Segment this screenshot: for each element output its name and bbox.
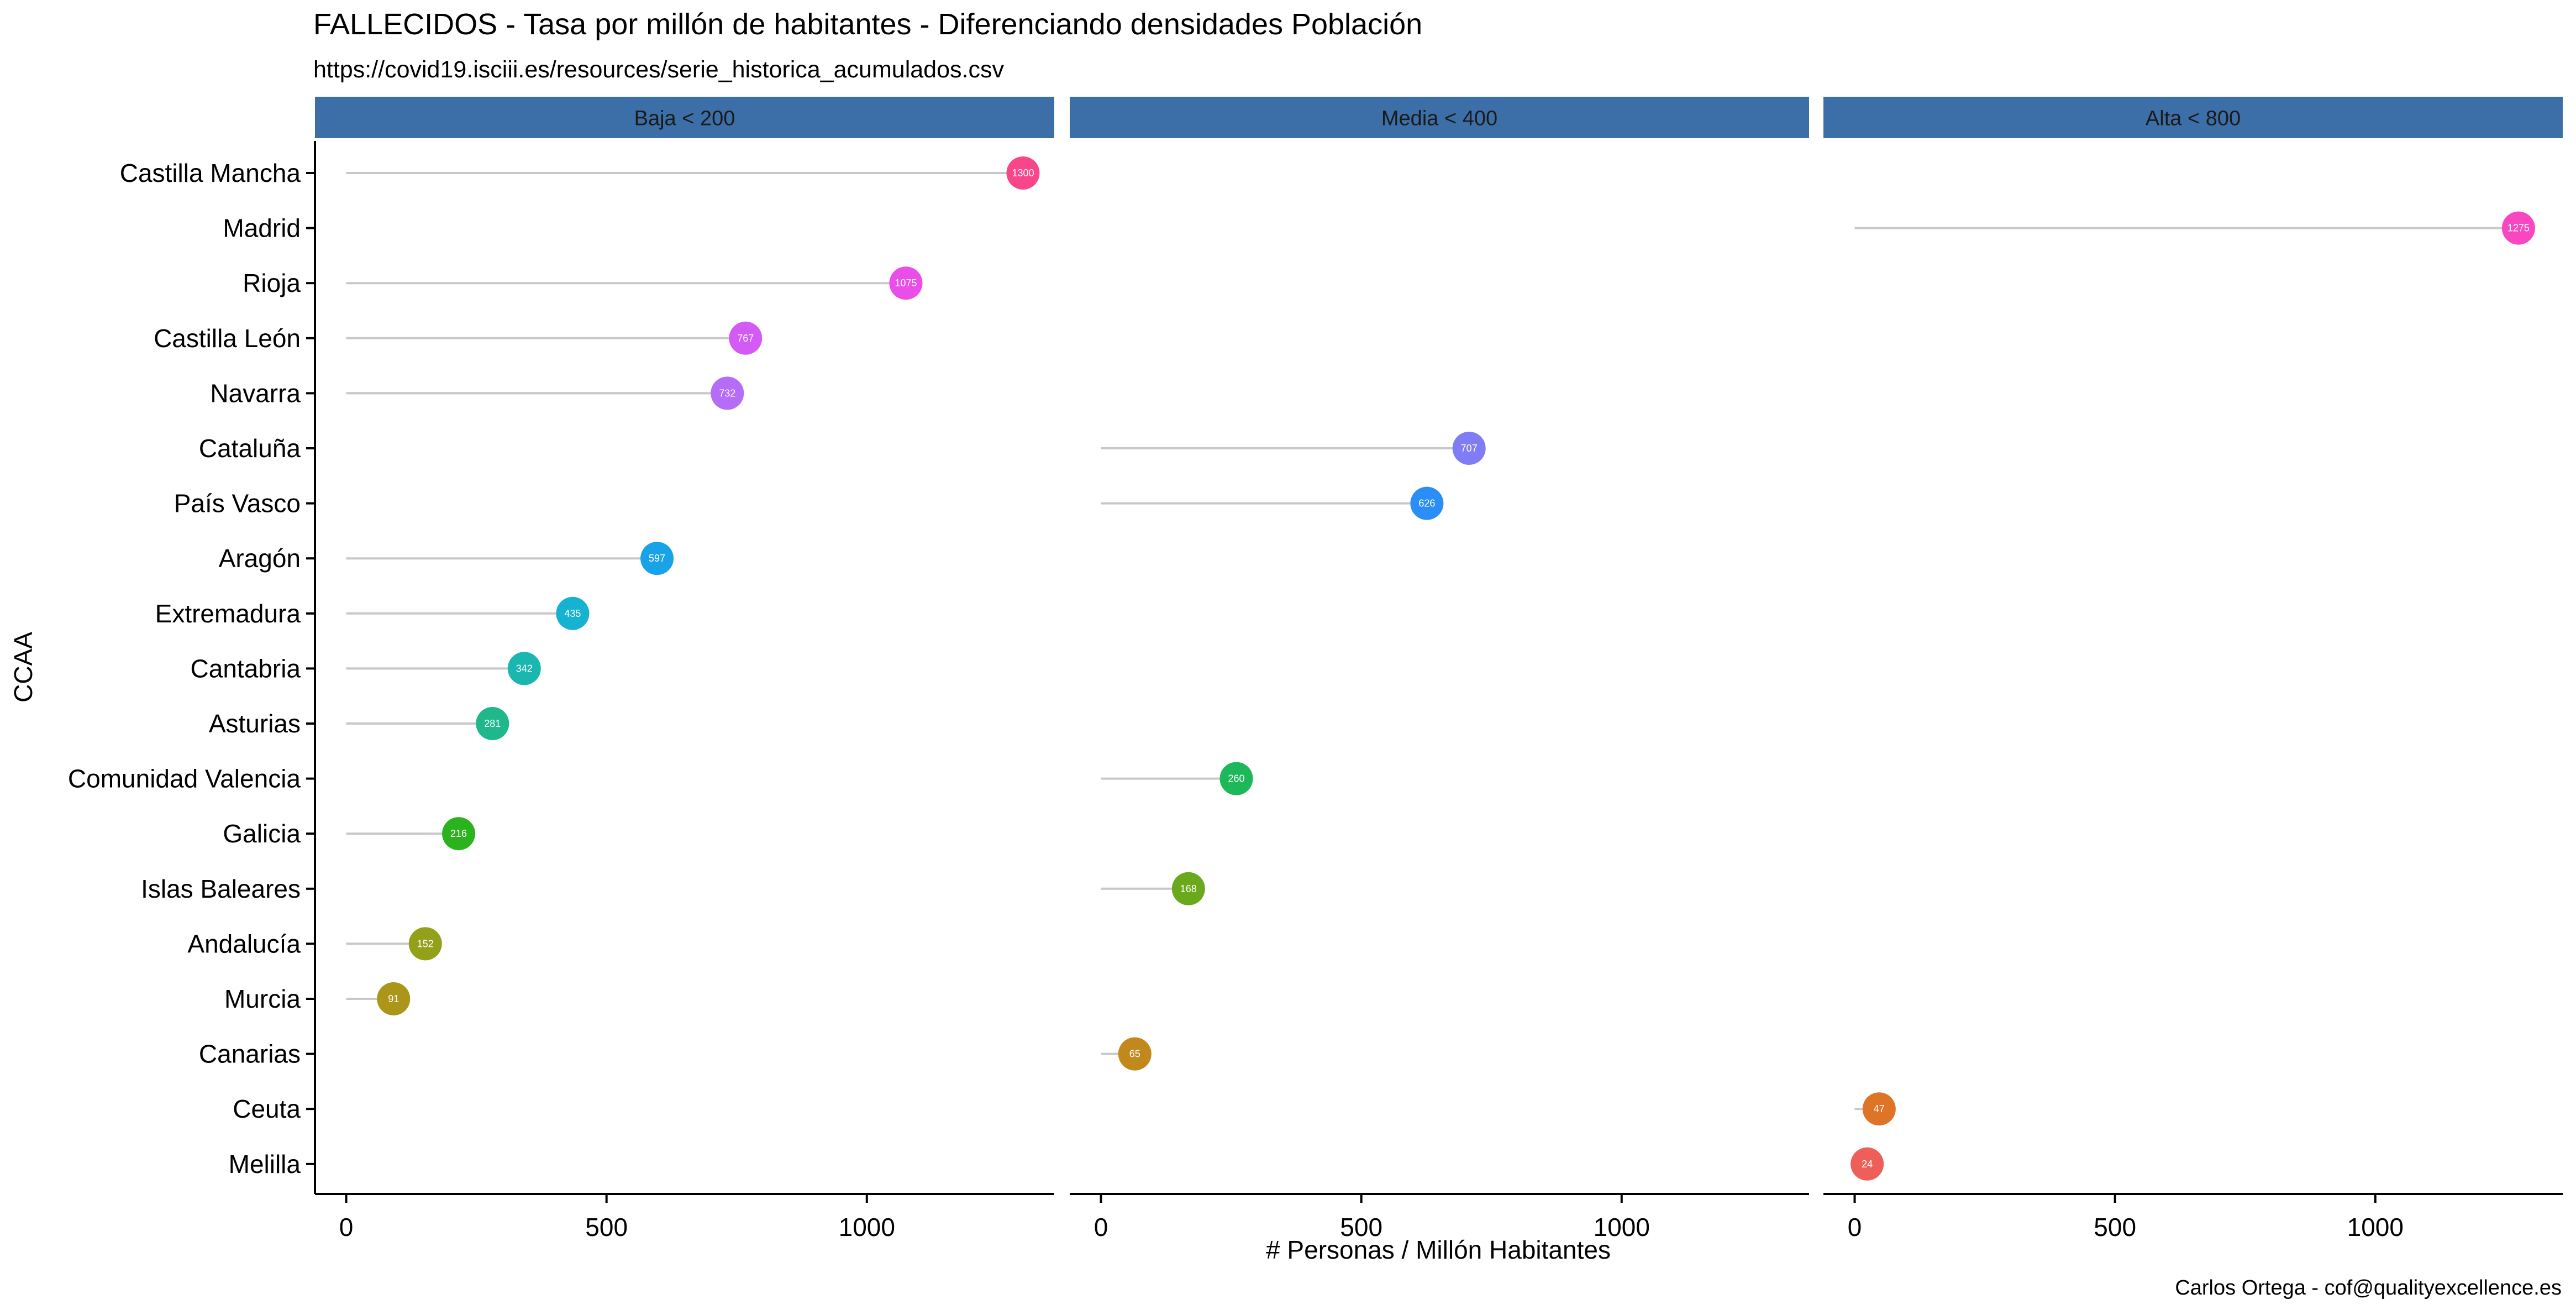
facet-strip-label: Alta < 800 xyxy=(2146,107,2241,130)
data-point xyxy=(711,376,744,410)
data-label: 216 xyxy=(450,828,467,839)
data-point xyxy=(1006,156,1040,190)
data-label: 435 xyxy=(564,608,581,619)
y-tick-label: Rioja xyxy=(243,269,301,297)
y-tick-label: Asturias xyxy=(209,709,301,738)
data-label: 597 xyxy=(649,553,665,564)
data-point xyxy=(507,652,541,685)
y-tick-label: Murcia xyxy=(224,984,301,1013)
facet-strip xyxy=(1823,97,2563,138)
data-label: 1075 xyxy=(895,277,917,289)
data-label: 732 xyxy=(719,387,735,399)
x-axis-title: # Personas / Millón Habitantes xyxy=(1266,1235,1611,1264)
y-tick-label: Comunidad Valencia xyxy=(68,764,301,793)
data-point xyxy=(640,542,674,575)
x-tick-label: 0 xyxy=(1094,1213,1108,1241)
data-label: 65 xyxy=(1129,1049,1140,1060)
y-tick-label: Cataluña xyxy=(199,434,301,463)
data-label: 24 xyxy=(1862,1159,1873,1170)
y-axis-title: CCAA xyxy=(9,632,38,703)
data-label: 767 xyxy=(737,333,754,344)
y-tick-label: Ceuta xyxy=(233,1094,301,1123)
data-label: 1300 xyxy=(1012,167,1034,179)
data-point xyxy=(1118,1037,1152,1071)
data-label: 1275 xyxy=(2507,223,2530,234)
x-tick-label: 1000 xyxy=(1594,1213,1650,1241)
data-label: 342 xyxy=(516,663,533,674)
y-tick-label: Melilla xyxy=(229,1150,301,1178)
y-tick-label: Castilla León xyxy=(154,324,301,353)
y-tick-label: Canarias xyxy=(199,1040,301,1068)
facet-strip xyxy=(315,97,1054,138)
y-tick-label: Madrid xyxy=(223,214,301,243)
data-label: 626 xyxy=(1418,498,1435,509)
data-point xyxy=(1850,1147,1884,1181)
y-tick-label: País Vasco xyxy=(174,489,301,518)
data-label: 91 xyxy=(388,993,399,1004)
facet-strip xyxy=(1070,97,1809,138)
x-tick-label: 500 xyxy=(1340,1213,1382,1241)
data-point xyxy=(1410,486,1444,520)
y-tick-label: Navarra xyxy=(210,379,301,407)
data-label: 281 xyxy=(484,718,501,729)
data-point xyxy=(1452,432,1486,465)
y-tick-label: Islas Baleares xyxy=(141,874,301,903)
data-label: 260 xyxy=(1228,773,1244,784)
y-tick-label: Castilla Mancha xyxy=(120,159,301,187)
chart-subtitle: https://covid19.isciii.es/resources/seri… xyxy=(313,56,1004,83)
data-point xyxy=(2501,211,2535,245)
chart-title: FALLECIDOS - Tasa por millón de habitant… xyxy=(313,8,1422,41)
y-tick-label: Andalucía xyxy=(187,929,301,958)
data-point xyxy=(729,321,763,355)
chart-caption: Carlos Ortega - cof@qualityexcellence.es xyxy=(2175,1276,2562,1300)
data-label: 707 xyxy=(1461,443,1478,454)
data-point xyxy=(1862,1092,1896,1126)
y-tick-label: Cantabria xyxy=(191,654,301,683)
facet-strip-label: Media < 400 xyxy=(1381,107,1497,130)
data-point xyxy=(889,266,923,300)
x-tick-label: 500 xyxy=(585,1213,628,1241)
x-tick-label: 1000 xyxy=(839,1213,895,1241)
x-tick-label: 1000 xyxy=(2347,1213,2404,1241)
data-point xyxy=(556,596,590,630)
y-tick-label: Galicia xyxy=(223,819,301,848)
x-tick-label: 0 xyxy=(1848,1213,1862,1241)
data-label: 168 xyxy=(1180,883,1197,894)
y-tick-label: Extremadura xyxy=(155,599,301,628)
data-point xyxy=(442,817,476,851)
data-point xyxy=(1171,872,1205,905)
facet-strip-label: Baja < 200 xyxy=(634,107,735,130)
plot-area: Baja < 200 Media < 400 Alta < 800 0 500 1000 0… xyxy=(68,97,2563,1241)
data-point xyxy=(476,707,509,740)
data-label: 47 xyxy=(1874,1103,1885,1114)
data-label: 152 xyxy=(417,938,434,949)
data-point xyxy=(377,982,411,1015)
data-point xyxy=(408,927,442,961)
y-tick-label: Aragón xyxy=(219,544,301,573)
data-point xyxy=(1219,762,1253,795)
x-tick-label: 500 xyxy=(2094,1213,2136,1241)
x-tick-label: 0 xyxy=(339,1213,354,1241)
